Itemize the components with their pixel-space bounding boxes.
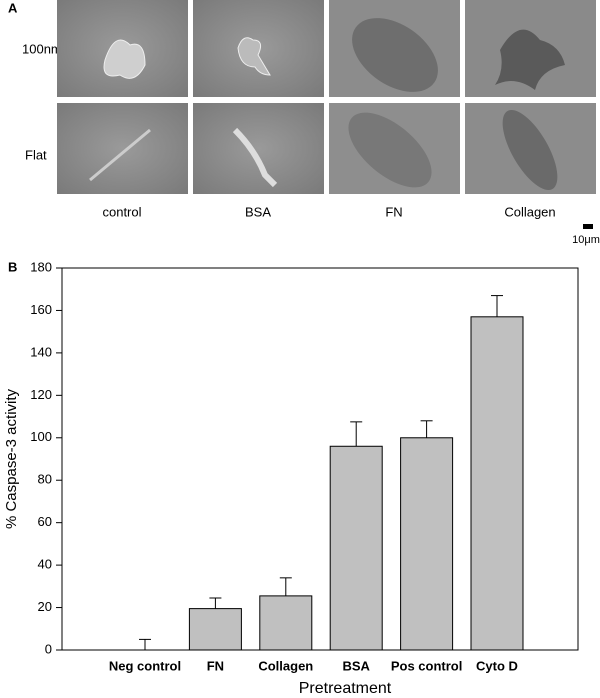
x-tick-label: Cyto D: [476, 658, 518, 673]
micrographs: [57, 0, 596, 194]
x-axis-label: Pretreatment: [299, 680, 392, 697]
scale-bar: [583, 224, 593, 229]
y-tick-label: 40: [38, 557, 52, 572]
y-tick-label: 80: [38, 472, 52, 487]
bar: [259, 595, 313, 651]
y-tick-label: 180: [30, 259, 52, 274]
x-tick-label: Neg control: [109, 658, 181, 673]
scale-bar-label: 10μm: [572, 234, 600, 246]
column-label: FN: [385, 204, 402, 219]
y-tick-label: 100: [30, 429, 52, 444]
y-tick-label: 60: [38, 514, 52, 529]
panel-label: A: [8, 0, 18, 15]
row-label: 100nm: [22, 41, 62, 56]
y-tick-label: 160: [30, 302, 52, 317]
y-tick-label: 20: [38, 599, 52, 614]
x-tick-label: BSA: [342, 658, 370, 673]
y-tick-label: 140: [30, 344, 52, 359]
panel-label: B: [8, 259, 17, 274]
y-tick-label: 0: [45, 641, 52, 656]
y-axis-label: % Caspase-3 activity: [3, 388, 20, 529]
y-tick-label: 120: [30, 387, 52, 402]
column-label: control: [102, 204, 141, 219]
x-tick-label: FN: [207, 658, 224, 673]
bar: [470, 316, 524, 651]
x-tick-label: Collagen: [258, 658, 313, 673]
column-label: Collagen: [504, 204, 555, 219]
row-label: Flat: [25, 147, 47, 162]
bar: [188, 608, 242, 651]
bar: [329, 445, 383, 651]
x-tick-label: Pos control: [391, 658, 463, 673]
bar: [400, 437, 454, 651]
plot-frame: [61, 267, 579, 651]
column-label: BSA: [245, 204, 271, 219]
